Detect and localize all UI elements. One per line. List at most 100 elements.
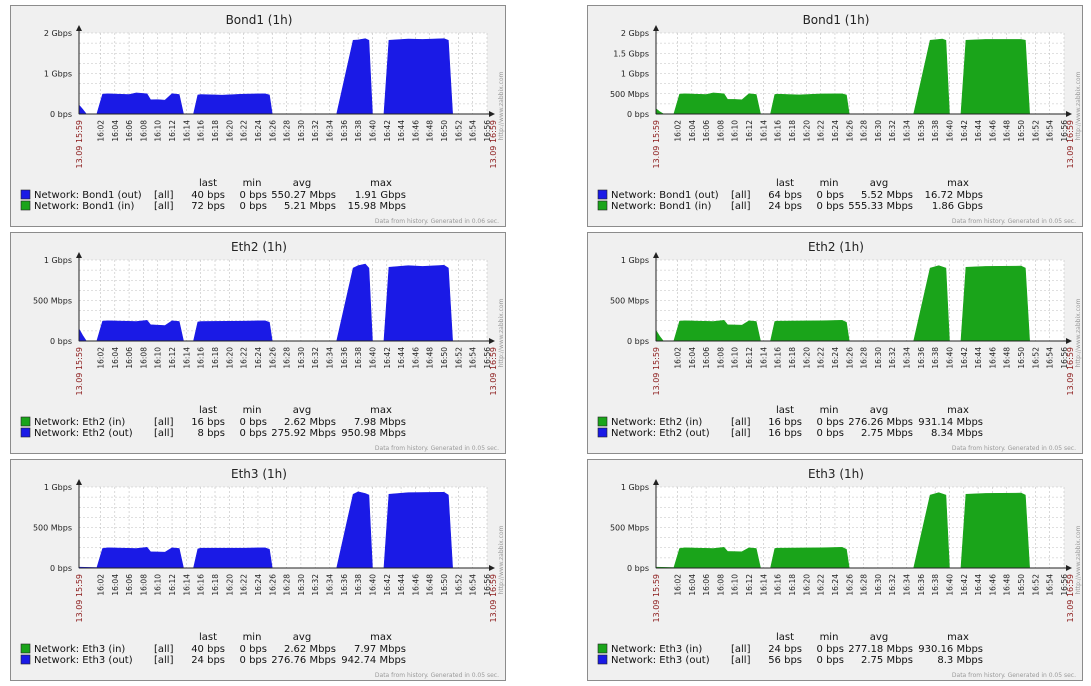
x-start-label: 13.09 15:59 [75,120,84,169]
x-tick-label: 16:42 [960,574,969,596]
legend-header: max [947,405,969,416]
x-tick-label: 16:24 [254,347,263,369]
x-tick-label: 16:54 [469,347,478,369]
x-tick-label: 16:18 [211,347,220,369]
x-tick-label: 16:44 [974,347,983,369]
x-tick-label: 16:20 [802,347,811,369]
x-tick-label: 16:32 [311,120,320,142]
legend-min: 0 bps [817,417,844,428]
x-tick-label: 16:14 [182,120,191,142]
legend-avg: 555.33 Mbps [848,201,913,212]
x-tick-label: 16:38 [354,347,363,369]
legend-max: 15.98 Mbps [348,201,406,212]
legend-last: 24 bps [768,644,802,655]
legend-header: last [199,632,217,643]
y-axis-arrow [76,252,82,258]
legend-last: 40 bps [191,190,225,201]
legend-swatch [20,200,31,211]
legend-max: 7.98 Mbps [354,417,406,428]
legend-avg: 276.76 Mbps [271,655,336,666]
x-tick-label: 16:32 [311,347,320,369]
y-tick-label: 1 Gbps [621,483,649,492]
x-end-label: 13.09 16:59 [489,347,498,396]
x-tick-label: 16:30 [297,574,306,596]
x-tick-label: 16:28 [283,120,292,142]
x-tick-label: 16:42 [960,347,969,369]
legend-header: last [199,178,217,189]
x-tick-label: 16:50 [1017,574,1026,596]
x-tick-label: 16:18 [788,574,797,596]
graph-panel: Eth2 (1h) 1 Gbps 500 Mbps 0 bps 16:02 16:04 16… [587,232,1083,454]
legend-max: 8.34 Mbps [931,428,983,439]
side-watermark: http://www.zabbix.com [1075,71,1082,140]
legend-name: Network: Bond1 (in) [34,201,135,212]
legend-header: max [947,178,969,189]
x-tick-label: 16:04 [111,574,120,596]
x-tick-label: 16:20 [225,120,234,142]
y-tick-label: 1 Gbps [621,256,649,265]
x-tick-label: 16:26 [268,120,277,142]
legend-func: [all] [731,655,751,666]
x-tick-label: 16:16 [774,120,783,142]
legend-name: Network: Eth3 (in) [611,644,702,655]
y-axis-arrow [76,25,82,31]
x-tick-label: 16:22 [817,347,826,369]
x-start-label: 13.09 15:59 [75,574,84,623]
y-tick-label: 1 Gbps [621,70,649,79]
legend-min: 0 bps [240,428,267,439]
y-tick-label: 500 Mbps [33,297,72,306]
x-tick-label: 16:04 [111,347,120,369]
x-tick-label: 16:42 [383,120,392,142]
x-tick-label: 16:56 [483,120,492,142]
x-tick-label: 16:56 [483,574,492,596]
x-tick-label: 16:06 [125,347,134,369]
y-tick-label: 2 Gbps [621,29,649,38]
x-tick-label: 16:08 [139,574,148,596]
series-area [78,491,473,569]
footer-note: Data from history. Generated in 0.05 sec… [375,672,499,679]
legend-header: avg [293,178,311,189]
x-tick-label: 16:06 [125,120,134,142]
x-tick-label: 16:10 [731,120,740,142]
legend-swatch [20,427,31,438]
x-tick-label: 16:14 [182,574,191,596]
y-tick-label: 1 Gbps [44,256,72,265]
graph-title: Bond1 (1h) [803,13,870,27]
legend-header: min [820,632,839,643]
x-tick-label: 16:48 [1003,347,1012,369]
legend-last: 24 bps [768,201,802,212]
legend-avg: 276.26 Mbps [848,417,913,428]
legend-last: 16 bps [768,417,802,428]
x-tick-label: 16:32 [888,347,897,369]
x-tick-label: 16:26 [845,347,854,369]
x-tick-label: 16:10 [731,347,740,369]
graph-svg: Eth2 (1h) 1 Gbps 500 Mbps 0 bps 16:02 16:04 16… [20,240,505,452]
x-tick-label: 16:34 [903,574,912,596]
x-tick-label: 16:54 [1046,120,1055,142]
legend-avg: 2.75 Mbps [861,655,913,666]
legend-max: 950.98 Mbps [341,428,406,439]
legend-name: Network: Bond1 (out) [34,190,142,201]
legend-min: 0 bps [817,655,844,666]
x-tick-label: 16:40 [945,120,954,142]
legend-last: 56 bps [768,655,802,666]
x-tick-label: 16:14 [759,347,768,369]
x-tick-label: 16:42 [383,574,392,596]
legend-avg: 5.52 Mbps [861,190,913,201]
legend-min: 0 bps [240,655,267,666]
y-axis-arrow [653,479,659,485]
footer-note: Data from history. Generated in 0.05 sec… [375,445,499,452]
x-tick-label: 16:38 [931,574,940,596]
y-axis-arrow [76,479,82,485]
legend-func: [all] [154,190,174,201]
legend-func: [all] [731,417,751,428]
footer-note: Data from history. Generated in 0.06 sec… [375,218,499,225]
x-tick-label: 16:52 [1031,347,1040,369]
footer-note: Data from history. Generated in 0.05 sec… [952,445,1076,452]
x-tick-label: 16:24 [831,120,840,142]
y-tick-label: 500 Mbps [33,524,72,533]
graph-title: Eth3 (1h) [231,467,287,481]
x-tick-label: 16:12 [168,120,177,142]
x-tick-label: 16:54 [1046,347,1055,369]
